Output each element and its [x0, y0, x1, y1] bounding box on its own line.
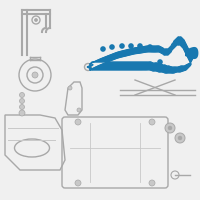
Circle shape	[75, 119, 81, 125]
Circle shape	[109, 44, 115, 50]
Circle shape	[20, 98, 24, 104]
Circle shape	[75, 180, 81, 186]
Circle shape	[100, 46, 106, 52]
Circle shape	[77, 108, 81, 112]
Circle shape	[100, 64, 106, 70]
Circle shape	[157, 59, 163, 65]
Circle shape	[178, 136, 182, 140]
Circle shape	[119, 43, 125, 49]
Circle shape	[149, 180, 155, 186]
Circle shape	[168, 126, 172, 130]
Circle shape	[175, 133, 185, 143]
Circle shape	[32, 72, 38, 78]
Circle shape	[128, 43, 134, 49]
Circle shape	[165, 123, 175, 133]
Circle shape	[149, 119, 155, 125]
Circle shape	[162, 65, 168, 71]
Circle shape	[20, 104, 24, 110]
Circle shape	[20, 92, 24, 98]
Polygon shape	[185, 47, 198, 59]
Circle shape	[137, 43, 143, 49]
Polygon shape	[90, 37, 193, 73]
Circle shape	[147, 44, 153, 50]
Circle shape	[19, 110, 25, 116]
Circle shape	[109, 64, 115, 70]
Circle shape	[119, 64, 125, 70]
Circle shape	[35, 19, 38, 21]
Circle shape	[68, 86, 72, 90]
